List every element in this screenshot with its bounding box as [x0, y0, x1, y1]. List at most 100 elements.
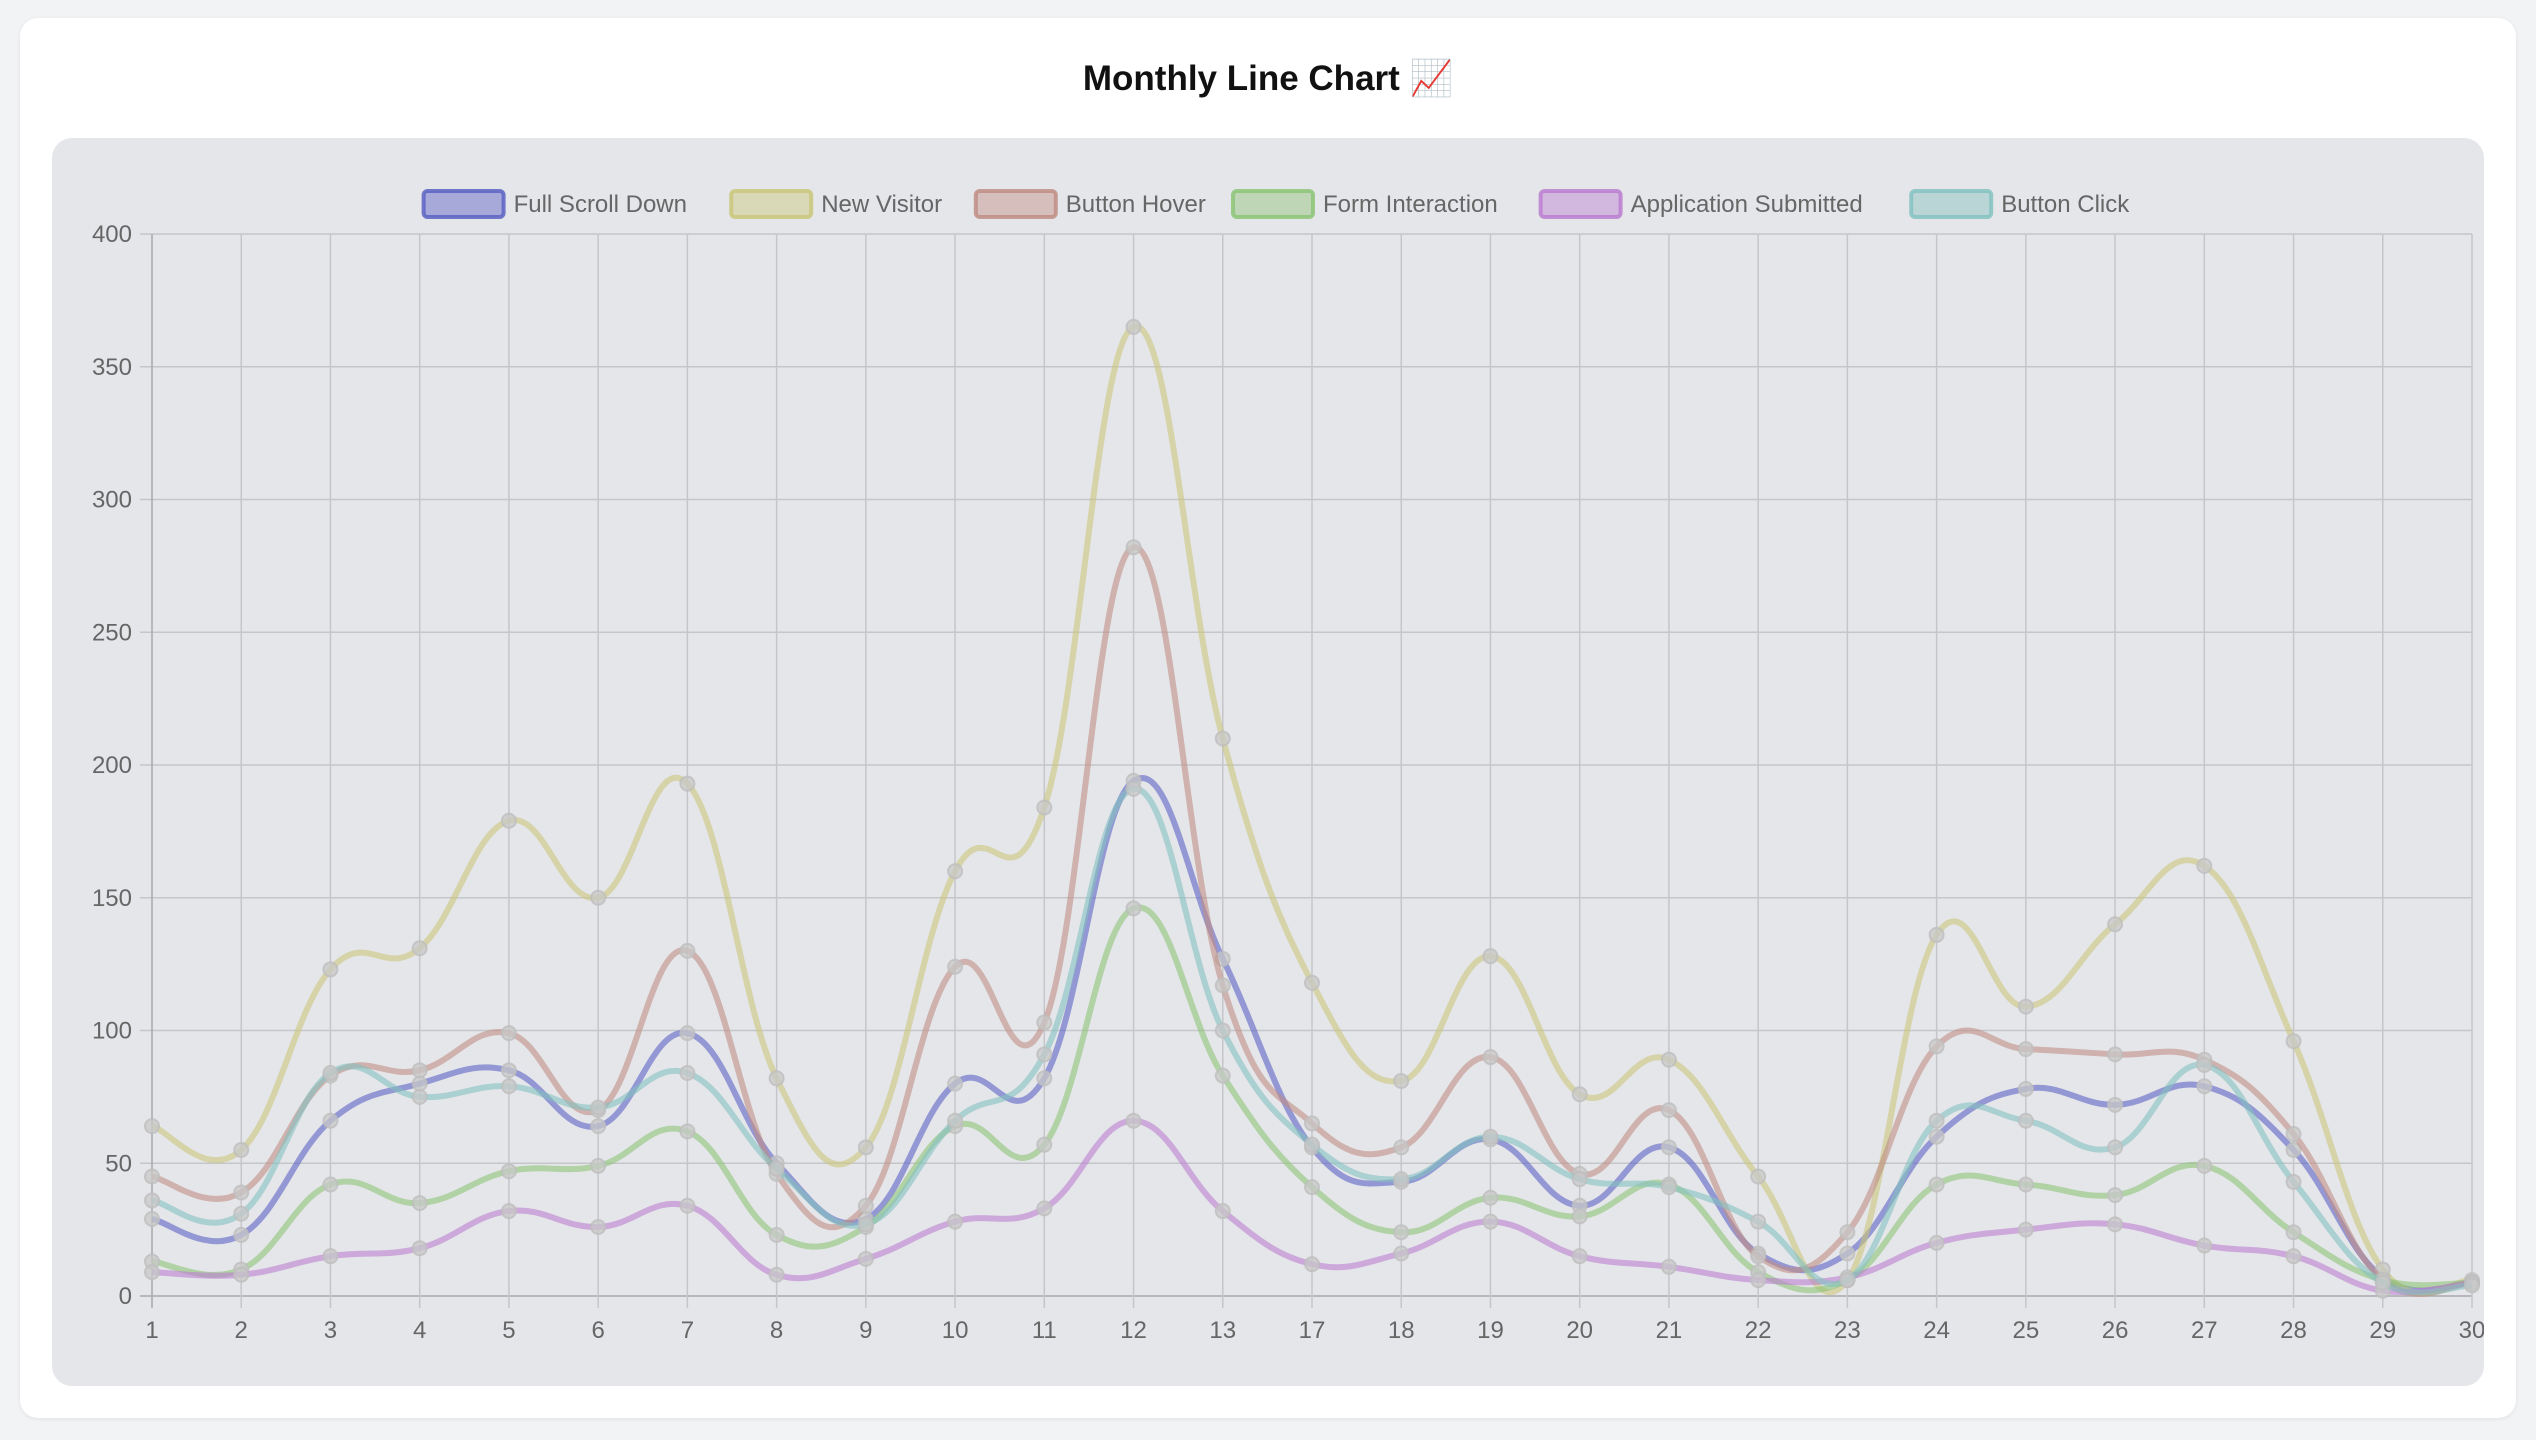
data-point [1839, 1245, 1856, 1262]
legend-swatch [421, 189, 506, 219]
data-point [1036, 1014, 1053, 1031]
legend-item[interactable]: New Visitor [729, 189, 942, 219]
data-point [1214, 1067, 1231, 1084]
data-point [1482, 1189, 1499, 1206]
legend-item[interactable]: Button Click [1909, 189, 2130, 219]
data-point [1036, 1200, 1053, 1217]
data-point [857, 1250, 874, 1267]
legend-item[interactable]: Full Scroll Down [421, 189, 687, 219]
data-point [2017, 1080, 2034, 1097]
data-point [679, 1123, 696, 1140]
data-point [411, 940, 428, 957]
data-point [1214, 1022, 1231, 1039]
data-point [2017, 1176, 2034, 1193]
data-point [233, 1226, 250, 1243]
data-point [1928, 1234, 1945, 1251]
x-tick-label: 28 [2280, 1317, 2307, 1344]
data-point [1660, 1139, 1677, 1156]
data-point [590, 1157, 607, 1174]
data-point [1660, 1102, 1677, 1119]
data-point [1036, 1046, 1053, 1063]
data-point [2196, 1057, 2213, 1074]
data-point [144, 1264, 160, 1281]
x-tick-label: 3 [324, 1317, 337, 1344]
x-tick-label: 22 [1745, 1317, 1772, 1344]
legend-item[interactable]: Application Submitted [1538, 189, 1863, 219]
data-point [1928, 1176, 1945, 1193]
page-title: Monthly Line Chart 📈 [1082, 59, 1454, 98]
data-point [2017, 998, 2034, 1015]
legend-label: Form Interaction [1323, 191, 1498, 218]
legend-item[interactable]: Form Interaction [1231, 189, 1498, 219]
data-point [1125, 1112, 1142, 1129]
data-point [2107, 1216, 2124, 1233]
data-point [857, 1139, 874, 1156]
x-tick-label: 1 [145, 1317, 158, 1344]
legend-swatch [1909, 189, 1994, 219]
x-tick-label: 24 [1923, 1317, 1950, 1344]
data-point [857, 1197, 874, 1214]
x-tick-label: 4 [413, 1317, 426, 1344]
x-tick-label: 30 [2459, 1317, 2484, 1344]
legend-label: Button Hover [1066, 191, 1206, 218]
x-tick-label: 13 [1209, 1317, 1236, 1344]
data-point [411, 1195, 428, 1212]
data-point [500, 1062, 517, 1079]
data-point [1125, 900, 1142, 917]
y-tick-label: 150 [92, 885, 132, 912]
data-point [322, 1176, 339, 1193]
data-point [411, 1075, 428, 1092]
legend-item[interactable]: Button Hover [973, 189, 1206, 219]
data-point [1571, 1086, 1588, 1103]
x-tick-label: 21 [1656, 1317, 1683, 1344]
data-point [1660, 1179, 1677, 1196]
data-point [233, 1266, 250, 1283]
data-point [947, 863, 964, 880]
data-point [322, 1064, 339, 1081]
x-tick-label: 20 [1566, 1317, 1593, 1344]
data-point [1393, 1072, 1410, 1089]
data-point [2017, 1221, 2034, 1238]
data-point [2017, 1112, 2034, 1129]
data-point [500, 812, 517, 829]
series-line [151, 904, 2473, 1294]
data-point [590, 889, 607, 906]
x-tick-label: 10 [942, 1317, 969, 1344]
x-tick-label: 11 [1032, 1317, 1057, 1344]
x-tick-label: 18 [1388, 1317, 1415, 1344]
legend-swatch [729, 189, 814, 219]
data-point [1839, 1272, 1856, 1289]
data-point [768, 1266, 785, 1283]
legend-swatch [1231, 189, 1315, 219]
x-tick-label: 26 [2102, 1317, 2129, 1344]
y-tick-label: 400 [92, 221, 132, 248]
data-point [1571, 1171, 1588, 1188]
data-point [1750, 1248, 1767, 1265]
data-point [1304, 1179, 1320, 1196]
y-tick-label: 250 [92, 619, 132, 646]
x-tick-label: 27 [2191, 1317, 2218, 1344]
data-point [2285, 1033, 2302, 1050]
data-point [1571, 1208, 1588, 1225]
data-point [2017, 1041, 2034, 1058]
series-line [151, 1117, 2473, 1296]
chart-card: Monthly Line Chart 📈 0 50 100 150 200 250 300 3… [20, 18, 2516, 1418]
data-point [1928, 1038, 1945, 1055]
data-point [590, 1218, 607, 1235]
data-point [1928, 926, 1945, 943]
data-point [768, 1226, 785, 1243]
legend-label: Button Click [2001, 191, 2130, 218]
series-line [151, 785, 2473, 1296]
data-point [1125, 539, 1142, 556]
data-point [590, 1099, 607, 1116]
x-tick-label: 6 [591, 1317, 604, 1344]
data-point [144, 1118, 160, 1135]
y-tick-label: 350 [92, 354, 132, 381]
data-point [1660, 1051, 1677, 1068]
data-point [947, 958, 964, 975]
data-point [2107, 1096, 2124, 1113]
x-tick-label: 19 [1477, 1317, 1504, 1344]
y-tick-label: 300 [92, 487, 132, 514]
data-point [2285, 1224, 2302, 1241]
